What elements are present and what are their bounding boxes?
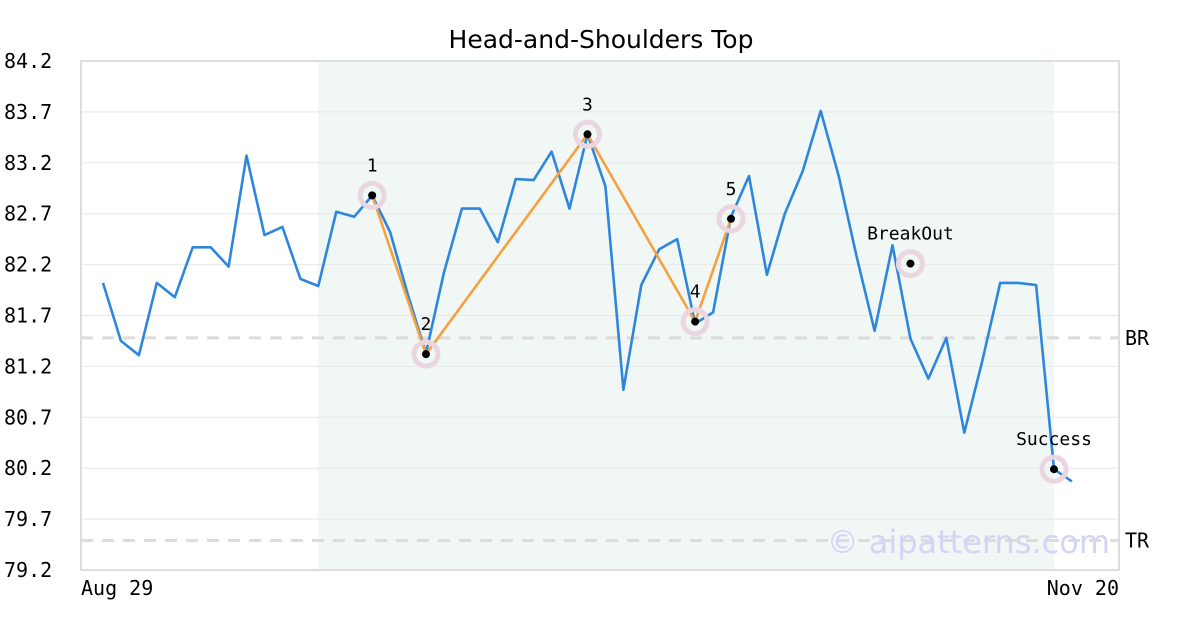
marker-dot-point-2 bbox=[421, 350, 430, 359]
y-axis-ticks: 79.2 79.7 80.2 80.7 81.2 81.7 82.2 82.7 83.2 83.7… bbox=[4, 49, 52, 582]
y-tick-label: 83.7 bbox=[4, 100, 52, 124]
watermark: © aipatterns.com bbox=[827, 523, 1110, 561]
level-label-tr: TR bbox=[1125, 528, 1150, 552]
marker-halo-point-2 bbox=[411, 339, 441, 369]
y-tick-label: 82.2 bbox=[4, 253, 52, 277]
marker-label-point-1: 1 bbox=[367, 155, 378, 176]
marker-dot-point-1 bbox=[368, 191, 377, 200]
level-label-br: BR bbox=[1125, 326, 1150, 350]
chart-title: Head-and-Shoulders Top bbox=[449, 25, 754, 54]
y-tick-label: 80.2 bbox=[4, 456, 52, 480]
y-tick-label: 80.7 bbox=[4, 405, 52, 429]
marker-label-point-2: 2 bbox=[421, 314, 432, 335]
marker-halo-point-1 bbox=[357, 180, 387, 210]
y-tick-label: 84.2 bbox=[4, 49, 52, 73]
y-tick-label: 81.2 bbox=[4, 354, 52, 378]
marker-dot-point-3 bbox=[583, 130, 592, 139]
gridlines bbox=[81, 111, 1119, 520]
y-tick-label: 82.7 bbox=[4, 202, 52, 226]
marker-halo-point-3 bbox=[572, 119, 602, 149]
y-tick-label: 83.2 bbox=[4, 151, 52, 175]
y-tick-label: 79.2 bbox=[4, 558, 52, 582]
marker-dot-point-5 bbox=[727, 214, 736, 223]
x-tick-label: Aug 29 bbox=[81, 576, 153, 600]
pattern-markers: 1 2 3 4 5 BreakOut Success bbox=[357, 94, 1092, 484]
marker-dot-point-4 bbox=[691, 317, 700, 326]
marker-halo-breakout bbox=[895, 249, 925, 279]
marker-dot-success bbox=[1050, 465, 1058, 474]
marker-dot-breakout bbox=[906, 259, 915, 268]
marker-halo-point-5 bbox=[716, 204, 746, 234]
marker-label-success: Success bbox=[1016, 429, 1092, 450]
y-tick-label: 79.7 bbox=[4, 507, 52, 531]
marker-label-point-3: 3 bbox=[582, 94, 593, 115]
marker-halo-success bbox=[1039, 454, 1069, 484]
marker-label-point-5: 5 bbox=[726, 179, 737, 200]
marker-label-breakout: BreakOut bbox=[867, 224, 954, 245]
y-tick-label: 81.7 bbox=[4, 304, 52, 328]
marker-halo-point-4 bbox=[680, 307, 710, 337]
x-axis-ticks: Aug 29 Nov 20 bbox=[81, 576, 1119, 600]
x-tick-label: Nov 20 bbox=[1047, 576, 1119, 600]
plot-frame bbox=[80, 60, 1120, 571]
marker-label-point-4: 4 bbox=[690, 282, 701, 303]
